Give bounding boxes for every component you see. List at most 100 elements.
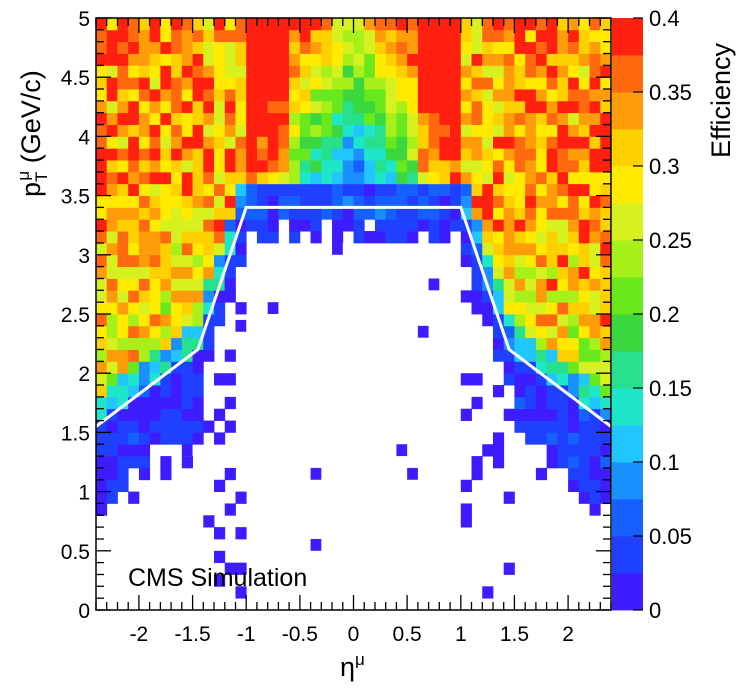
heatmap-cell xyxy=(589,112,601,125)
heatmap-cell xyxy=(224,53,236,66)
heatmap-cell xyxy=(471,302,483,315)
heatmap-cell xyxy=(417,41,429,54)
heatmap-cell xyxy=(525,41,537,54)
heatmap-cell xyxy=(224,160,236,173)
heatmap-cell xyxy=(235,562,247,575)
heatmap-cell xyxy=(160,65,172,78)
heatmap-cell xyxy=(546,207,558,220)
heatmap-cell xyxy=(546,420,558,433)
heatmap-cell xyxy=(310,53,322,66)
y-tick-label: 3 xyxy=(78,245,90,268)
heatmap-cell xyxy=(407,53,419,66)
heatmap-cell xyxy=(321,89,333,102)
heatmap-cell xyxy=(471,467,483,481)
heatmap-cell xyxy=(267,53,279,66)
heatmap-cell xyxy=(181,456,193,469)
heatmap-cell xyxy=(106,65,118,78)
heatmap-cell xyxy=(160,89,172,102)
heatmap-cell xyxy=(535,77,548,90)
heatmap-cell xyxy=(181,290,193,303)
heatmap-cell xyxy=(482,302,494,315)
heatmap-cell xyxy=(256,89,269,102)
heatmap-cell xyxy=(96,89,108,102)
heatmap-cell xyxy=(535,408,548,421)
heatmap-cell xyxy=(160,337,172,350)
heatmap-cell xyxy=(546,266,558,279)
heatmap-cell xyxy=(214,77,226,90)
heatmap-cell xyxy=(214,254,226,268)
heatmap-cell xyxy=(450,65,462,78)
heatmap-cell xyxy=(128,337,140,350)
heatmap-cell xyxy=(181,148,193,161)
heatmap-cell xyxy=(546,290,558,303)
heatmap-cell xyxy=(460,254,472,268)
heatmap-cell xyxy=(96,396,108,410)
heatmap-cell xyxy=(192,124,204,137)
heatmap-cell xyxy=(128,148,140,161)
heatmap-cell xyxy=(364,171,376,185)
heatmap-cell xyxy=(578,171,590,185)
heatmap-cell xyxy=(568,41,580,54)
colorbar-swatch xyxy=(612,536,643,574)
heatmap-cell xyxy=(96,408,108,421)
heatmap-cell xyxy=(546,231,558,244)
heatmap-cell xyxy=(149,325,161,339)
heatmap-cell xyxy=(160,420,172,433)
heatmap-cell xyxy=(289,183,301,196)
heatmap-cell xyxy=(181,242,193,256)
heatmap-cell xyxy=(557,183,569,196)
heatmap-cell xyxy=(514,325,526,339)
heatmap-cell xyxy=(267,65,279,78)
heatmap-cell xyxy=(514,207,526,220)
heatmap-cell xyxy=(299,112,311,125)
heatmap-cell xyxy=(181,278,193,291)
heatmap-cell xyxy=(203,337,215,350)
heatmap-cell xyxy=(214,124,226,137)
heatmap-cell xyxy=(460,207,472,220)
heatmap-cell xyxy=(428,219,440,232)
heatmap-cell xyxy=(171,77,183,90)
heatmap-cell xyxy=(171,432,183,445)
heatmap-cell xyxy=(149,65,161,78)
heatmap-cell xyxy=(171,195,183,208)
heatmap-cell xyxy=(514,396,526,410)
heatmap-cell xyxy=(374,160,387,173)
heatmap-cell xyxy=(149,349,161,362)
heatmap-cell xyxy=(256,100,269,114)
heatmap-cell xyxy=(267,195,279,208)
heatmap-cell xyxy=(589,361,601,374)
heatmap-cell xyxy=(267,29,279,43)
heatmap-cell xyxy=(214,314,226,327)
heatmap-cell xyxy=(525,373,537,386)
heatmap-cell xyxy=(578,408,590,421)
heatmap-cell xyxy=(224,171,236,185)
heatmap-cell xyxy=(203,171,215,185)
heatmap-cell xyxy=(364,89,376,102)
heatmap-cell xyxy=(256,65,269,78)
heatmap-cell xyxy=(149,219,161,232)
heatmap-cell xyxy=(514,100,526,114)
heatmap-cell xyxy=(578,136,590,149)
heatmap-cell xyxy=(503,136,515,149)
colorbar-swatch xyxy=(612,166,643,204)
heatmap-cell xyxy=(525,290,537,303)
isolated-bin xyxy=(310,467,322,480)
heatmap-cell xyxy=(171,148,183,161)
heatmap-cell xyxy=(417,219,429,232)
heatmap-cell xyxy=(600,420,612,433)
heatmap-cell xyxy=(568,171,580,185)
isolated-bin xyxy=(310,538,322,551)
heatmap-cell xyxy=(471,266,483,279)
colorbar-swatch xyxy=(612,129,643,167)
heatmap-cell xyxy=(267,136,279,149)
heatmap-cell xyxy=(568,396,580,410)
heatmap-cell xyxy=(557,242,569,256)
heatmap-cell xyxy=(160,171,172,185)
heatmap-cell xyxy=(171,290,183,303)
heatmap-cell xyxy=(96,349,108,362)
heatmap-cell xyxy=(214,112,226,125)
heatmap-cell xyxy=(224,100,236,114)
heatmap-cell xyxy=(117,124,129,137)
heatmap-cell xyxy=(160,385,172,398)
heatmap-cell xyxy=(96,148,108,161)
